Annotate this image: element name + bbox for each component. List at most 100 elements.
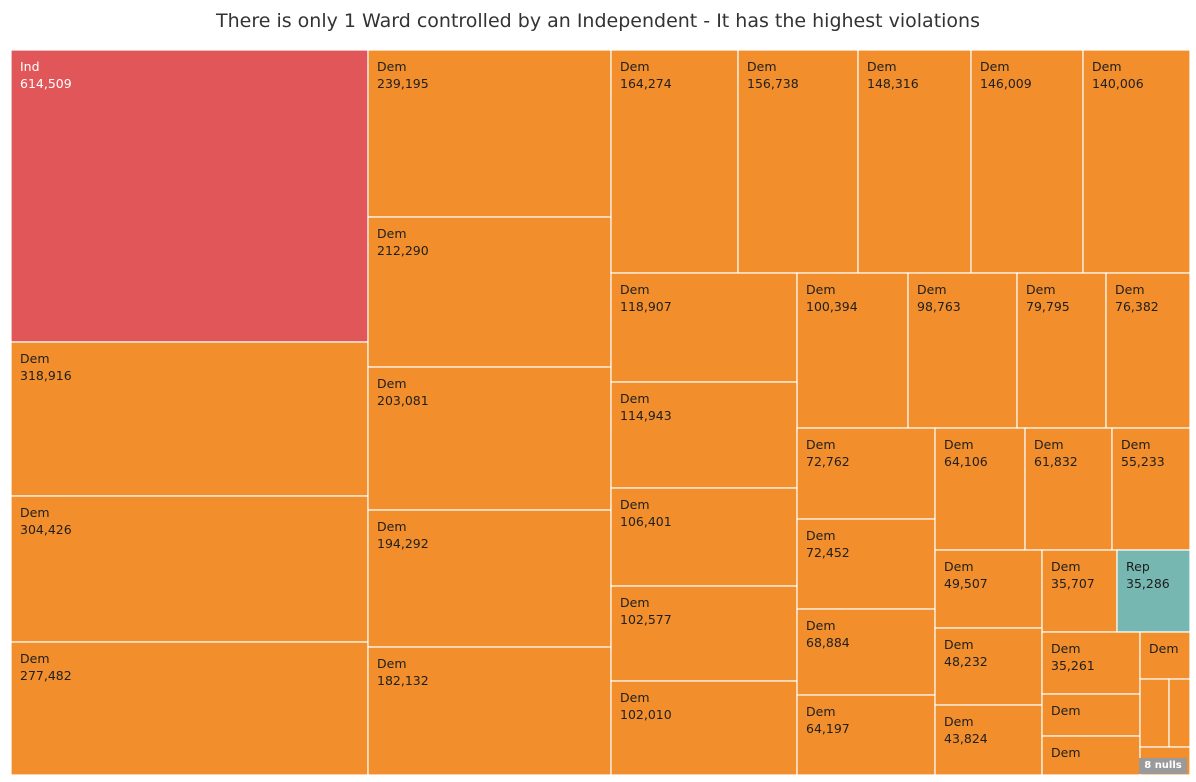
treemap-cell[interactable]: Dem 203,081	[367, 366, 612, 511]
treemap-cell-rect[interactable]	[610, 49, 739, 274]
treemap-cell[interactable]: Dem 106,401	[610, 487, 798, 587]
cell-value-label: 239,195	[377, 76, 429, 91]
cell-value-label: 304,426	[20, 522, 72, 537]
cell-value-label: 194,292	[377, 536, 429, 551]
treemap-cell[interactable]: Dem 140,006	[1082, 49, 1191, 274]
treemap-cell[interactable]: Dem 277,482	[10, 641, 369, 776]
cell-value-label: 212,290	[377, 243, 429, 258]
treemap-cell-rect[interactable]	[1139, 631, 1191, 680]
treemap-cell[interactable]: Dem 164,274	[610, 49, 739, 274]
treemap-cell[interactable]: Dem 146,009	[970, 49, 1084, 274]
treemap-cell-rect[interactable]	[610, 585, 798, 682]
cell-party-label: Dem	[806, 437, 836, 452]
cell-party-label: Dem	[806, 528, 836, 543]
cell-value-label: 106,401	[620, 514, 672, 529]
treemap-cell[interactable]	[1168, 678, 1191, 748]
cell-value-label: 102,577	[620, 612, 672, 627]
treemap-cell[interactable]: Dem 239,195	[367, 49, 612, 218]
cell-party-label: Dem	[1034, 437, 1064, 452]
treemap-cell[interactable]: Dem 79,795	[1016, 272, 1107, 429]
treemap-cell-rect[interactable]	[796, 608, 936, 696]
cell-party-label: Dem	[1121, 437, 1151, 452]
treemap-cell[interactable]: Ind 614,509	[10, 49, 369, 343]
treemap-cell-rect[interactable]	[367, 646, 612, 776]
treemap-cell[interactable]: Rep 35,286	[1116, 549, 1191, 633]
cell-party-label: Dem	[944, 437, 974, 452]
treemap-cell[interactable]: Dem	[1041, 693, 1141, 737]
treemap-cell[interactable]: Dem 98,763	[907, 272, 1018, 429]
treemap-cell[interactable]: Dem 64,106	[934, 427, 1026, 551]
treemap-cell[interactable]: Dem	[1041, 735, 1141, 776]
treemap-cell-rect[interactable]	[934, 427, 1026, 551]
treemap-cell-rect[interactable]	[1041, 693, 1141, 737]
cell-value-label: 61,832	[1034, 454, 1078, 469]
cell-party-label: Dem	[917, 282, 947, 297]
treemap-cell[interactable]: Dem 148,316	[857, 49, 972, 274]
treemap-cell[interactable]: Dem 212,290	[367, 216, 612, 368]
treemap-cell[interactable]: Dem 182,132	[367, 646, 612, 776]
treemap-cell-rect[interactable]	[367, 509, 612, 648]
treemap-cell-rect[interactable]	[10, 341, 369, 497]
treemap-cell-rect[interactable]	[1105, 272, 1191, 429]
treemap-cell-rect[interactable]	[1016, 272, 1107, 429]
cell-value-label: 55,233	[1121, 454, 1165, 469]
cell-party-label: Dem	[377, 656, 407, 671]
treemap-cell[interactable]: Dem 72,762	[796, 427, 936, 520]
cell-value-label: 35,707	[1051, 576, 1095, 591]
treemap-cell-rect[interactable]	[1111, 427, 1191, 551]
cell-party-label: Dem	[944, 714, 974, 729]
treemap-cell-rect[interactable]	[10, 49, 369, 343]
treemap-cell[interactable]: Dem 304,426	[10, 495, 369, 643]
treemap-cell[interactable]: Dem 55,233	[1111, 427, 1191, 551]
cell-party-label: Dem	[980, 59, 1010, 74]
treemap-cell-rect[interactable]	[737, 49, 859, 274]
cell-party-label: Dem	[20, 651, 50, 666]
treemap-cell-rect[interactable]	[610, 680, 798, 776]
treemap-cell-rect[interactable]	[934, 549, 1043, 629]
treemap-cell-rect[interactable]	[10, 495, 369, 643]
treemap-cell[interactable]: Dem 43,824	[934, 704, 1043, 776]
treemap-cell-rect[interactable]	[970, 49, 1084, 274]
treemap-cell-rect[interactable]	[1116, 549, 1191, 633]
cell-value-label: 43,824	[944, 731, 988, 746]
treemap-cell[interactable]: Dem 48,232	[934, 627, 1043, 706]
treemap-cell-rect[interactable]	[1168, 678, 1191, 748]
cell-value-label: 203,081	[377, 393, 429, 408]
treemap-cell[interactable]: Dem 100,394	[796, 272, 909, 429]
treemap-cell-rect[interactable]	[1041, 549, 1118, 633]
treemap-cell[interactable]: Dem 102,010	[610, 680, 798, 776]
treemap-cell-rect[interactable]	[1041, 631, 1141, 695]
treemap-cell-rect[interactable]	[1139, 678, 1170, 748]
treemap-cell[interactable]: Dem 49,507	[934, 549, 1043, 629]
treemap-cell[interactable]: Dem 35,261	[1041, 631, 1141, 695]
treemap-cell[interactable]: Dem 114,943	[610, 381, 798, 489]
treemap-cell[interactable]: Dem 76,382	[1105, 272, 1191, 429]
treemap-cell-rect[interactable]	[857, 49, 972, 274]
treemap-cell[interactable]	[1139, 678, 1170, 748]
cell-party-label: Dem	[620, 690, 650, 705]
treemap-cell-rect[interactable]	[610, 272, 798, 383]
cell-party-label: Dem	[1051, 559, 1081, 574]
treemap-cell[interactable]: Dem 72,452	[796, 518, 936, 610]
treemap-cell[interactable]: Dem 318,916	[10, 341, 369, 497]
treemap-cell[interactable]: Dem 64,197	[796, 694, 936, 776]
treemap-cell[interactable]: Dem	[1139, 631, 1191, 680]
treemap-cell[interactable]: Dem 156,738	[737, 49, 859, 274]
treemap-cell-rect[interactable]	[1024, 427, 1113, 551]
treemap-cell[interactable]: Dem 194,292	[367, 509, 612, 648]
cell-party-label: Dem	[1051, 641, 1081, 656]
treemap-cell[interactable]: Dem 68,884	[796, 608, 936, 696]
nulls-indicator[interactable]: 8 nulls	[1139, 758, 1187, 774]
treemap-cell-rect[interactable]	[796, 272, 909, 429]
treemap-cell[interactable]: Dem 102,577	[610, 585, 798, 682]
treemap-cell[interactable]: Dem 35,707	[1041, 549, 1118, 633]
cell-value-label: 98,763	[917, 299, 961, 314]
cell-value-label: 277,482	[20, 668, 72, 683]
treemap-cell-rect[interactable]	[907, 272, 1018, 429]
treemap-cell-rect[interactable]	[934, 704, 1043, 776]
treemap-cell-rect[interactable]	[10, 641, 369, 776]
cell-party-label: Dem	[867, 59, 897, 74]
cell-party-label: Rep	[1126, 559, 1150, 574]
treemap-cell[interactable]: Dem 118,907	[610, 272, 798, 383]
treemap-cell[interactable]: Dem 61,832	[1024, 427, 1113, 551]
